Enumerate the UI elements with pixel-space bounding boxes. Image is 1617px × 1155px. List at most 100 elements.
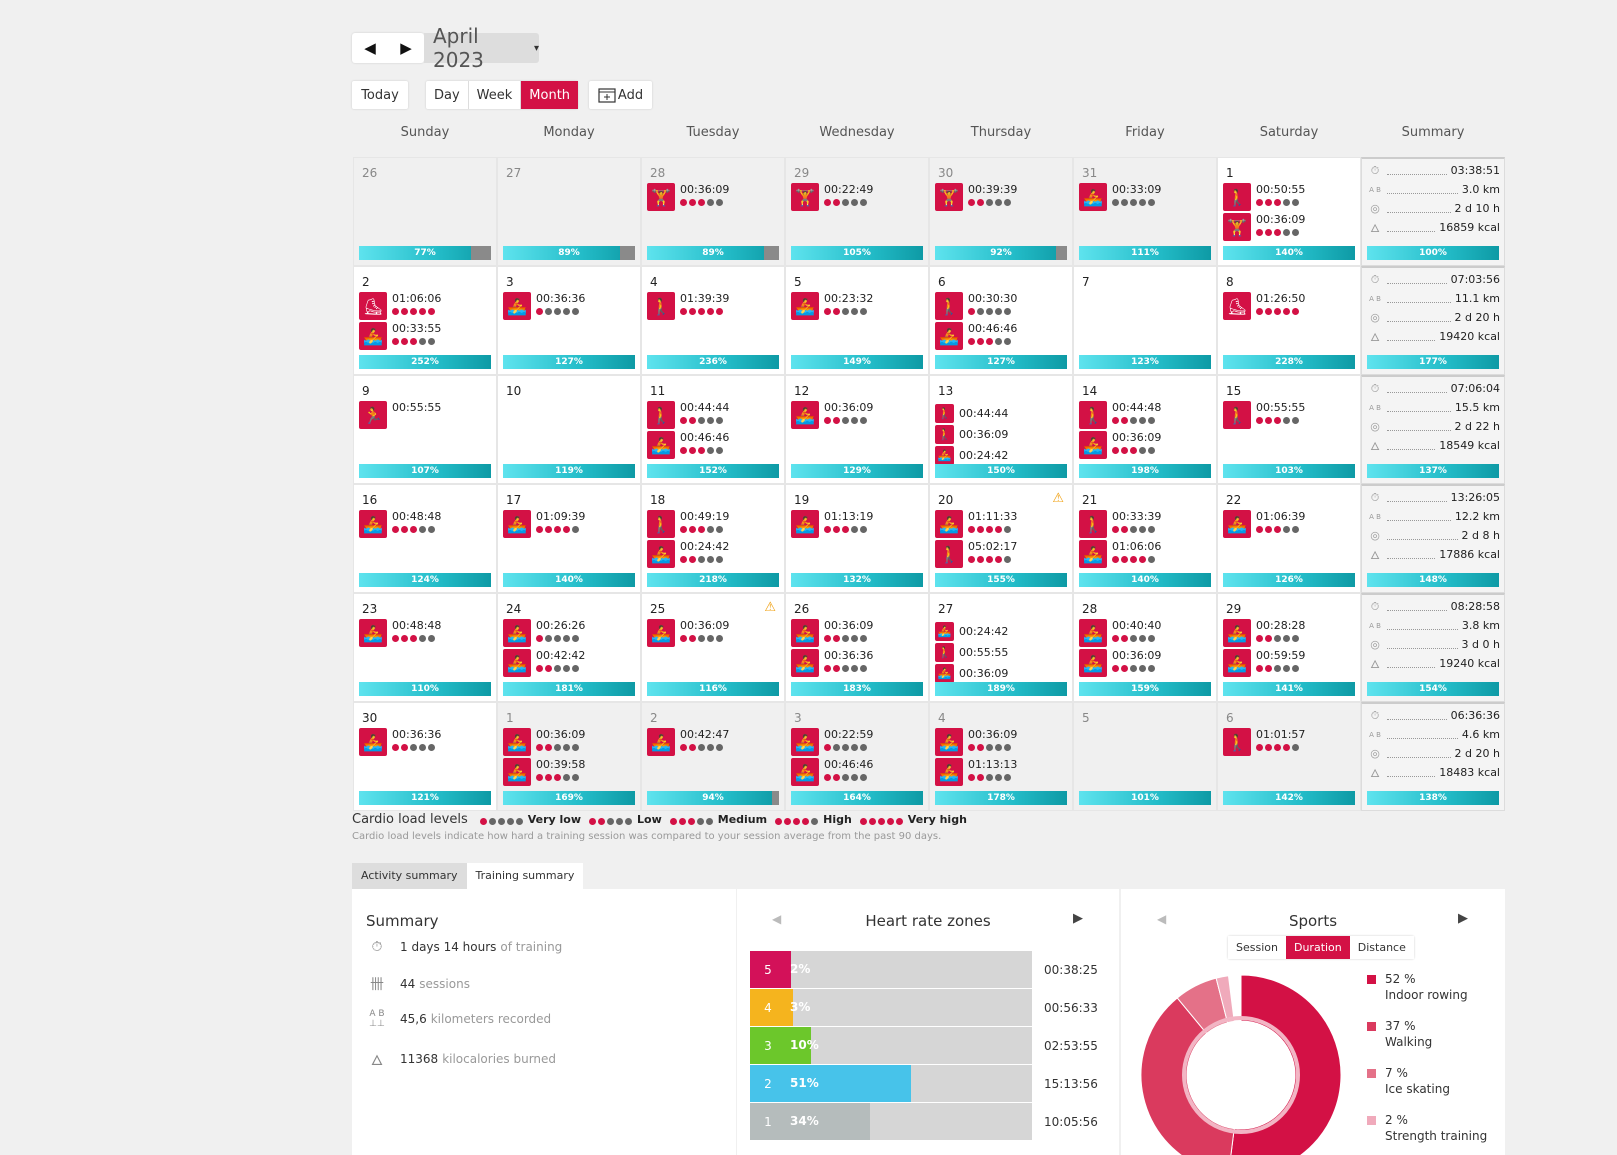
calendar-day[interactable]: 1 🚣 00:36:09 🚣 00:39:58 169% <box>497 702 641 811</box>
today-button[interactable]: Today <box>352 81 408 109</box>
calendar-day[interactable]: 30 🏋 00:39:39 92% <box>929 157 1073 266</box>
calendar-day[interactable]: 5 101% <box>1073 702 1217 811</box>
session[interactable]: 🚣 00:36:09 <box>647 619 729 647</box>
session[interactable]: 🚣 00:36:36 <box>359 728 441 756</box>
session[interactable]: 🚣 01:06:06 <box>1079 540 1161 568</box>
session[interactable]: 🚣 00:59:59 <box>1223 649 1305 677</box>
session[interactable]: 🚣 00:33:55 <box>359 322 441 350</box>
tab-day[interactable]: Day <box>426 81 469 109</box>
tab-activity-summary[interactable]: Activity summary <box>352 863 467 889</box>
calendar-day[interactable]: 23 🚣 00:48:48 110% <box>353 593 497 702</box>
session[interactable]: 🏋 00:39:39 <box>935 183 1017 211</box>
calendar-day[interactable]: 10 119% <box>497 375 641 484</box>
session[interactable]: 🚣 00:36:09 <box>503 728 585 756</box>
month-selector[interactable]: April 2023 ▾ <box>424 24 539 72</box>
session[interactable]: 🏋 00:36:09 <box>647 183 729 211</box>
prev-icon[interactable]: ◀ <box>772 912 782 926</box>
donut-slice[interactable] <box>1215 975 1235 1024</box>
donut-slice[interactable] <box>1141 997 1235 1155</box>
session[interactable]: ⛸ 01:26:50 <box>1223 292 1305 320</box>
next-month-button[interactable]: ▶ <box>400 39 412 57</box>
calendar-day[interactable]: 3 🚣 00:36:36 127% <box>497 266 641 375</box>
calendar-day[interactable]: 27 🚣 00:24:42 🚶 00:55:55 🚣 00:36:09 189% <box>929 593 1073 702</box>
calendar-day[interactable]: 6 🚶 01:01:57 142% <box>1217 702 1361 811</box>
session[interactable]: 🚶 00:44:44 <box>647 401 729 429</box>
session[interactable]: 🏋 00:36:09 <box>1223 213 1305 241</box>
calendar-day[interactable]: 1 🚶 00:50:55 🏋 00:36:09 140% <box>1217 157 1361 266</box>
session[interactable]: 🚣 00:36:36 <box>791 649 873 677</box>
calendar-day[interactable]: 5 🚣 00:23:32 149% <box>785 266 929 375</box>
session[interactable]: 🚣 00:36:09 <box>791 619 873 647</box>
calendar-day[interactable]: 27 89% <box>497 157 641 266</box>
calendar-day[interactable]: 13 🚶 00:44:44 🚶 00:36:09 🚣 00:24:42 150% <box>929 375 1073 484</box>
calendar-day[interactable]: 30 🚣 00:36:36 121% <box>353 702 497 811</box>
session[interactable]: 🚶 00:55:55 <box>935 643 1008 662</box>
calendar-day[interactable]: 28 🚣 00:40:40 🚣 00:36:09 159% <box>1073 593 1217 702</box>
next-icon[interactable]: ▶ <box>1073 911 1083 926</box>
calendar-day[interactable]: 9 🏃 00:55:55 107% <box>353 375 497 484</box>
calendar-day[interactable]: 28 🏋 00:36:09 89% <box>641 157 785 266</box>
calendar-day[interactable]: 17 🚣 01:09:39 140% <box>497 484 641 593</box>
session[interactable]: 🚣 00:33:09 <box>1079 183 1161 211</box>
calendar-day[interactable]: 15 🚶 00:55:55 103% <box>1217 375 1361 484</box>
calendar-day[interactable]: 26 🚣 00:36:09 🚣 00:36:36 183% <box>785 593 929 702</box>
calendar-day[interactable]: 25 ⚠ 🚣 00:36:09 116% <box>641 593 785 702</box>
next-icon[interactable]: ▶ <box>1458 911 1468 926</box>
prev-month-button[interactable]: ◀ <box>364 39 376 57</box>
session[interactable]: 🚶 00:50:55 <box>1223 183 1305 211</box>
donut-slice[interactable] <box>1228 975 1341 1155</box>
calendar-day[interactable]: 11 🚶 00:44:44 🚣 00:46:46 152% <box>641 375 785 484</box>
session[interactable]: 🚣 00:46:46 <box>647 431 729 459</box>
calendar-day[interactable]: 4 🚣 00:36:09 🚣 01:13:13 178% <box>929 702 1073 811</box>
session[interactable]: 🚣 00:24:42 <box>935 622 1008 641</box>
session[interactable]: 🚣 00:48:48 <box>359 510 441 538</box>
seg-duration[interactable]: Duration <box>1285 936 1350 959</box>
calendar-day[interactable]: 31 🚣 00:33:09 111% <box>1073 157 1217 266</box>
calendar-day[interactable]: 22 🚣 01:06:39 126% <box>1217 484 1361 593</box>
calendar-day[interactable]: 14 🚶 00:44:48 🚣 00:36:09 198% <box>1073 375 1217 484</box>
calendar-day[interactable]: 2 🚣 00:42:47 94% <box>641 702 785 811</box>
session[interactable]: 🚣 00:22:59 <box>791 728 873 756</box>
session[interactable]: 🚣 00:28:28 <box>1223 619 1305 647</box>
calendar-day[interactable]: 2 ⛸ 01:06:06 🚣 00:33:55 252% <box>353 266 497 375</box>
session[interactable]: 🚣 00:36:09 <box>935 728 1017 756</box>
calendar-day[interactable]: 18 🚶 00:49:19 🚣 00:24:42 218% <box>641 484 785 593</box>
session[interactable]: 🚶 05:02:17 <box>935 540 1017 568</box>
session[interactable]: 🚣 01:13:19 <box>791 510 873 538</box>
calendar-day[interactable]: 16 🚣 00:48:48 124% <box>353 484 497 593</box>
calendar-day[interactable]: 24 🚣 00:26:26 🚣 00:42:42 181% <box>497 593 641 702</box>
session[interactable]: 🚣 00:36:09 <box>935 664 1008 683</box>
calendar-day[interactable]: 7 123% <box>1073 266 1217 375</box>
seg-session[interactable]: Session <box>1228 936 1286 959</box>
calendar-day[interactable]: 12 🚣 00:36:09 129% <box>785 375 929 484</box>
session[interactable]: 🚶 00:30:30 <box>935 292 1017 320</box>
calendar-day[interactable]: 26 77% <box>353 157 497 266</box>
calendar-day[interactable]: 19 🚣 01:13:19 132% <box>785 484 929 593</box>
session[interactable]: 🏋 00:22:49 <box>791 183 873 211</box>
session[interactable]: 🚣 01:11:33 <box>935 510 1017 538</box>
session[interactable]: 🚣 00:26:26 <box>503 619 585 647</box>
calendar-day[interactable]: 6 🚶 00:30:30 🚣 00:46:46 127% <box>929 266 1073 375</box>
session[interactable]: 🚶 00:36:09 <box>935 425 1008 444</box>
calendar-day[interactable]: 21 🚶 00:33:39 🚣 01:06:06 140% <box>1073 484 1217 593</box>
session[interactable]: ⛸ 01:06:06 <box>359 292 441 320</box>
tab-training-summary[interactable]: Training summary <box>466 863 584 889</box>
calendar-day[interactable]: 20 ⚠ 🚣 01:11:33 🚶 05:02:17 155% <box>929 484 1073 593</box>
session[interactable]: 🚣 00:48:48 <box>359 619 441 647</box>
session[interactable]: 🚣 00:39:58 <box>503 758 585 786</box>
session[interactable]: 🚣 00:24:42 <box>647 540 729 568</box>
calendar-day[interactable]: 4 🚶 01:39:39 236% <box>641 266 785 375</box>
session[interactable]: 🚶 01:39:39 <box>647 292 729 320</box>
session[interactable]: 🚶 00:49:19 <box>647 510 729 538</box>
session[interactable]: 🚣 00:40:40 <box>1079 619 1161 647</box>
session[interactable]: 🚶 00:44:44 <box>935 404 1008 423</box>
calendar-day[interactable]: 29 🏋 00:22:49 105% <box>785 157 929 266</box>
session[interactable]: 🚣 00:46:46 <box>791 758 873 786</box>
session[interactable]: 🚣 00:36:36 <box>503 292 585 320</box>
seg-distance[interactable]: Distance <box>1349 936 1414 959</box>
session[interactable]: 🚣 00:36:09 <box>1079 431 1161 459</box>
add-button[interactable]: Add <box>589 81 652 109</box>
session[interactable]: 🚣 00:42:42 <box>503 649 585 677</box>
calendar-day[interactable]: 3 🚣 00:22:59 🚣 00:46:46 164% <box>785 702 929 811</box>
session[interactable]: 🏃 00:55:55 <box>359 401 441 429</box>
